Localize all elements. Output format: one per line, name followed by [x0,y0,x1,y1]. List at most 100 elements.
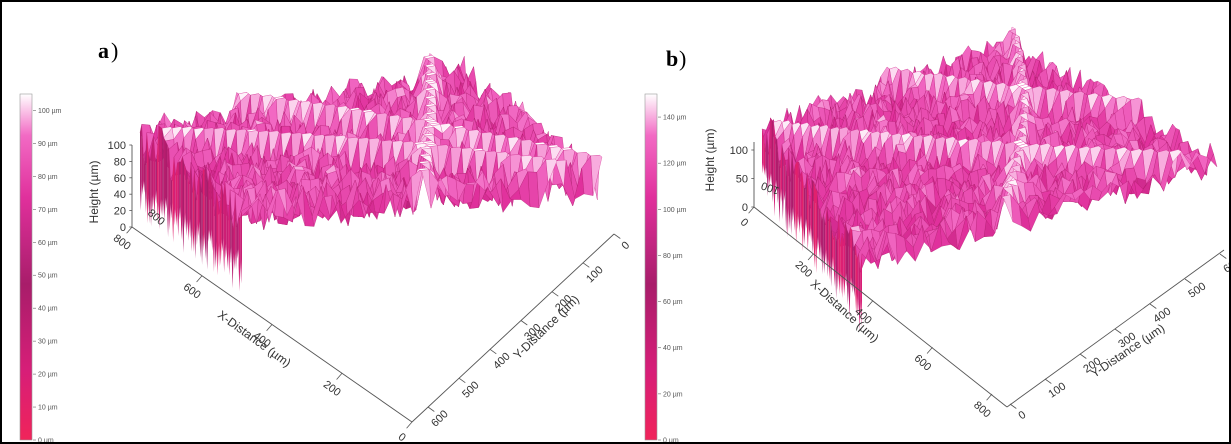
colorbar-tick-label: 0 µm [38,438,54,443]
surface-skirt [179,161,181,220]
colorbar-tick-label: 80 µm [663,253,683,260]
surface-skirt [231,219,234,289]
z-axis-title-a: Height (µm) [87,161,101,224]
z-axis-tick-label: 100 [108,140,126,152]
axis-tick-mark [266,324,273,332]
colorbar-tick-label: 100 µm [38,108,62,115]
surface-skirt [773,122,776,217]
z-floor-label: 800 [145,207,167,228]
z-axis-tick-label: 0 [120,222,126,234]
colorbar-tick-label: 10 µm [38,405,58,412]
z-axis-tick-label: 80 [114,156,126,168]
y-axis-tick-label: 0 [620,239,633,252]
axis-tick-mark [406,421,413,429]
surface-skirt [202,169,205,251]
surface-skirt [211,182,214,252]
colorbar-tick-label: 60 µm [663,299,683,306]
surface-skirt [170,179,173,219]
surface-skirt [165,140,168,209]
axis-tick-mark [551,291,559,297]
surface-skirt [238,217,241,292]
axis-tick-mark [126,226,133,234]
axis-tick-mark [520,320,528,326]
colorbar-tick-label: 40 µm [38,306,58,313]
surface-skirt [770,117,772,185]
surface-skirt [783,154,786,201]
surface-skirt [187,172,190,241]
panel-label-b-paren: ) [679,46,686,71]
surface-skirt [812,179,814,254]
surface-skirt [815,188,817,273]
axis-line [411,233,615,423]
surface-b [761,26,1218,331]
colorbar-tick-label: 100 µm [663,207,687,214]
y-axis-tick-label: 600 [429,408,451,429]
surface-skirt [795,161,797,243]
surface-skirt [797,161,799,230]
colorbar-tick-label: 20 µm [663,391,683,398]
z-axis-tick-label: 20 [114,206,126,218]
panel-label-b: b [666,46,678,71]
surface-skirt [160,127,163,215]
y-axis-tick-label: 100 [584,264,606,285]
x-axis-tick-label: 200 [321,379,343,399]
surface-skirt [782,144,784,220]
surface-skirt [184,164,186,230]
surface-skirt [155,158,157,205]
surface-skirt [803,187,806,245]
colorbar-tick-label: 120 µm [663,161,687,168]
colorbar-tick-label: 70 µm [38,207,58,214]
surface-skirt [151,136,154,212]
colorbar-tick-label: 0 µm [663,438,679,443]
surface-skirt [167,144,169,237]
axis-tick-mark [582,262,590,268]
surface-skirt [775,136,777,190]
y-axis-title-a: Y-Distance (µm) [510,292,581,362]
surface-skirt [163,137,166,221]
surface-skirt [185,169,188,237]
surface-skirt [793,164,796,231]
surface-skirt [822,215,824,274]
surface-skirt [800,171,802,230]
y-axis-tick-label: 500 [460,379,482,400]
surface-skirt [177,161,180,237]
surface-skirt [180,156,183,240]
surface-skirt [762,128,764,174]
colorbar-tick-label: 20 µm [38,372,58,379]
colorbar-tick-label: 80 µm [38,174,58,181]
panel-label-a-paren: ) [111,38,118,63]
axis-tick-mark [458,377,466,383]
surface-skirt [223,181,225,273]
surface-skirt [204,166,207,260]
y-axis-tick-label: 400 [491,350,513,371]
surface-skirt [182,156,185,253]
axis-tick-mark [427,406,435,412]
colorbar-tick-label: 40 µm [663,345,683,352]
x-axis-tick-label: 0 [396,431,408,442]
axis-tick-mark [489,349,497,355]
z-axis-tick-label: 40 [114,189,126,201]
colorbar-b-gradient [644,93,658,441]
axis-tick-mark [336,372,343,380]
colorbar-tick-label: 50 µm [38,273,58,280]
surface-skirt [216,192,219,276]
surface-skirt [240,210,242,284]
x-axis-tick-label: 600 [181,281,203,301]
surface-skirt [197,171,200,237]
surface-skirt [206,166,208,270]
axis-tick-mark [613,233,621,239]
colorbar-a-gradient [19,93,33,441]
x-axis-tick-label: 800 [111,232,133,252]
surface-skirt [208,171,210,242]
axis-tick-mark [196,275,203,283]
colorbar-tick-label: 60 µm [38,240,58,247]
x-axis-title-a: X-Distance (µm) [215,308,294,370]
